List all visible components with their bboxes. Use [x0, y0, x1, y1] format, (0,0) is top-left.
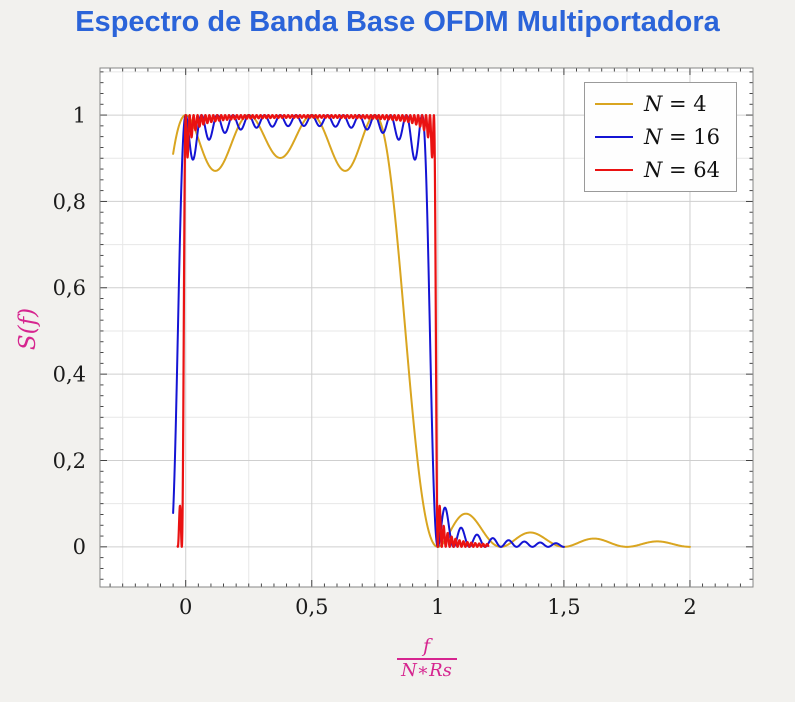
- y-tick-label: 0,4: [53, 362, 86, 386]
- legend-line-n4: [594, 103, 633, 105]
- y-tick-label: 1: [73, 103, 86, 127]
- axis-frame: [99, 67, 754, 588]
- y-tick-label: 0,8: [53, 190, 86, 214]
- legend-item-n16: N = 16: [594, 122, 720, 152]
- plot-area: 0 0,5 1 1,5 2 0 0,2 0,4 0,6 0,8 1 N = 4 N = 16 N =…: [53, 67, 754, 619]
- legend-label-n4: N = 4: [643, 92, 707, 116]
- legend-item-n4: N = 4: [594, 89, 720, 119]
- legend-label-n16: N = 16: [643, 125, 720, 149]
- y-tick-label: 0,2: [53, 449, 86, 473]
- legend: N = 4 N = 16 N = 64: [583, 82, 737, 192]
- x-label-numerator: f: [422, 635, 431, 657]
- x-axis-label: f N∗Rs: [100, 637, 753, 681]
- x-tick-label: 0: [179, 595, 192, 619]
- legend-line-n16: [594, 136, 633, 138]
- series-line-N=64: [176, 113, 490, 548]
- y-tick-label: 0: [73, 535, 86, 559]
- series-line-N=16: [172, 114, 565, 548]
- legend-line-n64: [594, 169, 633, 171]
- x-tick-label: 0,5: [295, 595, 328, 619]
- x-tick-label: 2: [683, 595, 696, 619]
- legend-item-n64: N = 64: [594, 155, 720, 185]
- y-axis-label: S(f): [15, 307, 41, 351]
- legend-label-n64: N = 64: [643, 158, 720, 182]
- x-tick-label: 1: [431, 595, 444, 619]
- x-tick-label: 1,5: [547, 595, 580, 619]
- chart-title: Espectro de Banda Base OFDM Multiportado…: [75, 6, 720, 38]
- fraction-bar: [396, 658, 457, 660]
- y-tick-label: 0,6: [53, 276, 86, 300]
- x-label-denominator: N∗Rs: [401, 660, 452, 681]
